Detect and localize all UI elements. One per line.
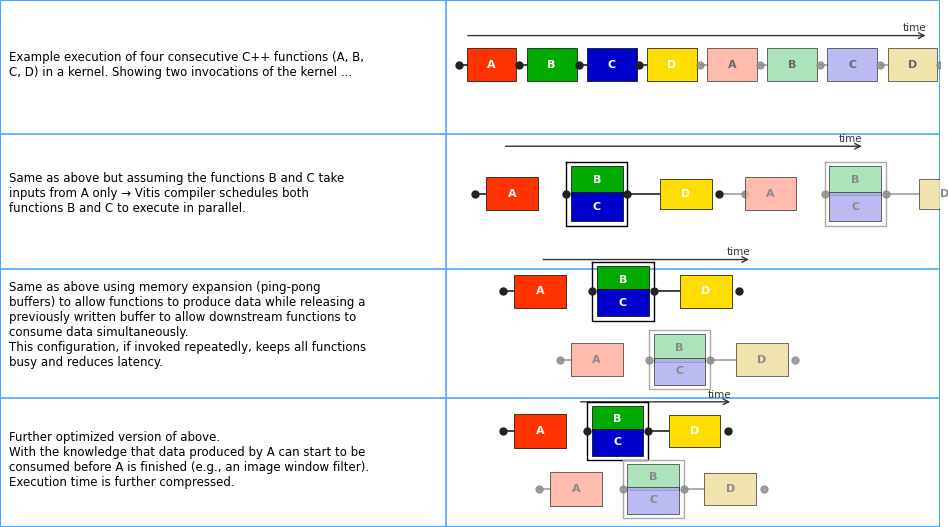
Text: A: A bbox=[508, 189, 517, 199]
FancyBboxPatch shape bbox=[571, 192, 623, 221]
FancyBboxPatch shape bbox=[745, 177, 796, 210]
FancyBboxPatch shape bbox=[660, 179, 712, 209]
FancyBboxPatch shape bbox=[653, 334, 705, 362]
Text: A: A bbox=[487, 60, 496, 70]
Text: B: B bbox=[675, 343, 684, 353]
FancyBboxPatch shape bbox=[830, 166, 881, 195]
FancyBboxPatch shape bbox=[527, 48, 576, 81]
FancyBboxPatch shape bbox=[707, 48, 757, 81]
FancyBboxPatch shape bbox=[550, 472, 602, 506]
Text: B: B bbox=[592, 175, 601, 186]
Text: C: C bbox=[649, 495, 657, 505]
FancyBboxPatch shape bbox=[592, 429, 644, 455]
Text: C: C bbox=[675, 366, 684, 376]
Text: Same as above using memory expansion (ping-pong
buffers) to allow functions to p: Same as above using memory expansion (pi… bbox=[9, 281, 367, 369]
FancyBboxPatch shape bbox=[486, 177, 538, 210]
FancyBboxPatch shape bbox=[737, 343, 788, 376]
Text: B: B bbox=[619, 275, 628, 285]
FancyBboxPatch shape bbox=[680, 275, 732, 308]
FancyBboxPatch shape bbox=[668, 415, 720, 447]
FancyBboxPatch shape bbox=[828, 48, 877, 81]
Text: time: time bbox=[707, 390, 731, 400]
FancyBboxPatch shape bbox=[919, 179, 948, 209]
Text: D: D bbox=[939, 189, 948, 199]
FancyBboxPatch shape bbox=[628, 487, 679, 513]
FancyBboxPatch shape bbox=[587, 48, 637, 81]
Text: D: D bbox=[690, 426, 699, 436]
Text: Further optimized version of above.
With the knowledge that data produced by A c: Further optimized version of above. With… bbox=[9, 431, 370, 489]
FancyBboxPatch shape bbox=[571, 343, 623, 376]
Text: time: time bbox=[902, 24, 926, 34]
FancyBboxPatch shape bbox=[597, 266, 648, 293]
Text: A: A bbox=[536, 286, 545, 296]
Text: C: C bbox=[613, 437, 622, 447]
FancyBboxPatch shape bbox=[466, 48, 517, 81]
Text: D: D bbox=[757, 355, 767, 365]
Text: C: C bbox=[619, 298, 627, 308]
FancyBboxPatch shape bbox=[704, 473, 756, 505]
Text: D: D bbox=[702, 286, 710, 296]
Text: C: C bbox=[592, 202, 601, 212]
Text: time: time bbox=[839, 134, 863, 144]
Text: time: time bbox=[726, 248, 750, 257]
FancyBboxPatch shape bbox=[628, 464, 679, 491]
Text: A: A bbox=[728, 60, 737, 70]
Text: D: D bbox=[725, 484, 735, 494]
FancyBboxPatch shape bbox=[515, 275, 566, 308]
FancyBboxPatch shape bbox=[653, 357, 705, 385]
Text: C: C bbox=[848, 60, 856, 70]
Text: D: D bbox=[667, 60, 677, 70]
FancyBboxPatch shape bbox=[571, 166, 623, 195]
Text: Same as above but assuming the functions B and C take
inputs from A only → Vitis: Same as above but assuming the functions… bbox=[9, 172, 345, 215]
Text: D: D bbox=[682, 189, 690, 199]
Text: A: A bbox=[766, 189, 775, 199]
FancyBboxPatch shape bbox=[767, 48, 817, 81]
Text: A: A bbox=[592, 355, 601, 365]
Text: Example execution of four consecutive C++ functions (A, B,
C, D) in a kernel. Sh: Example execution of four consecutive C+… bbox=[9, 51, 364, 79]
Text: B: B bbox=[648, 472, 657, 482]
FancyBboxPatch shape bbox=[647, 48, 697, 81]
FancyBboxPatch shape bbox=[515, 414, 566, 448]
Text: C: C bbox=[851, 202, 859, 212]
FancyBboxPatch shape bbox=[597, 289, 648, 316]
Text: D: D bbox=[908, 60, 917, 70]
Text: A: A bbox=[572, 484, 580, 494]
FancyBboxPatch shape bbox=[887, 48, 938, 81]
FancyBboxPatch shape bbox=[592, 406, 644, 432]
Text: B: B bbox=[788, 60, 796, 70]
Text: B: B bbox=[613, 414, 622, 424]
FancyBboxPatch shape bbox=[830, 192, 881, 221]
Text: C: C bbox=[608, 60, 616, 70]
Text: B: B bbox=[547, 60, 556, 70]
Text: A: A bbox=[536, 426, 545, 436]
Text: B: B bbox=[851, 175, 859, 186]
